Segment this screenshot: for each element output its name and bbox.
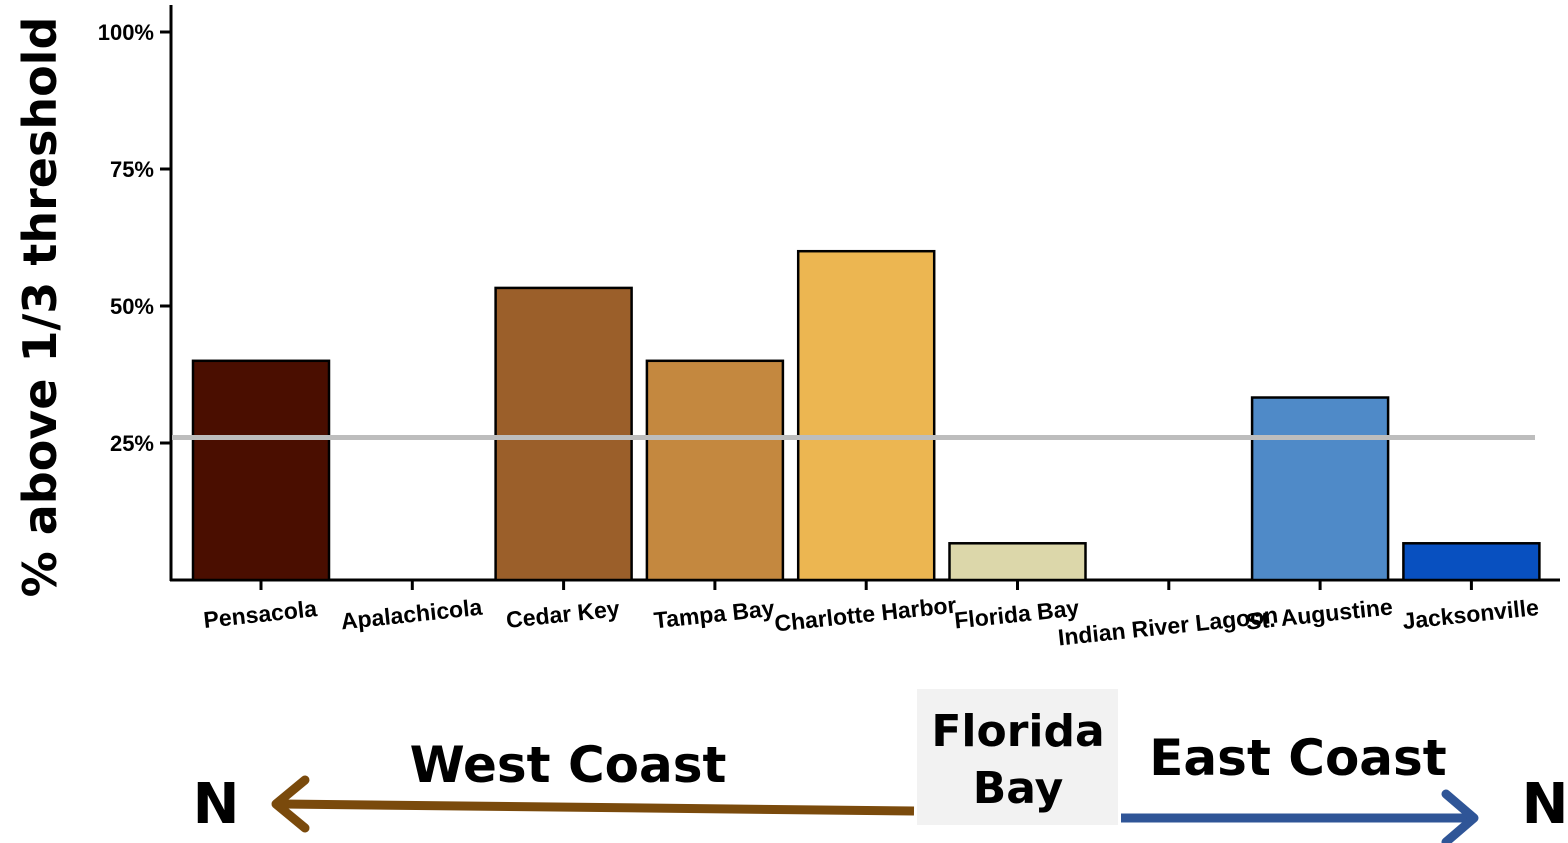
bar [191, 359, 331, 582]
west-arrow-head [271, 775, 310, 833]
y-tick-label: 25% [110, 431, 154, 456]
x-tick-label: Apalachicola [340, 594, 484, 635]
north-left-label: N [193, 772, 240, 837]
x-tick-label: Jacksonville [1401, 594, 1540, 634]
x-tick-label: Cedar Key [505, 595, 621, 633]
bar [494, 286, 633, 582]
florida-bay-label-line1: Florida [931, 706, 1104, 757]
bar [1402, 542, 1541, 582]
plot-area: 25% 50% 75% 100% Pensacola Apalachicola Cedar … [98, 5, 1560, 651]
bar [645, 359, 785, 582]
x-tick-label: Tampa Bay [653, 595, 776, 634]
x-tick-label: St. Augustine [1245, 593, 1394, 634]
east-arrow-head [1441, 789, 1479, 843]
y-tick-label: 50% [110, 294, 154, 319]
x-tick-label: Charlotte Harbor [773, 592, 958, 637]
bar [796, 249, 936, 582]
y-axis-label: % above 1/3 threshold [13, 17, 67, 598]
x-tick-label: Pensacola [202, 595, 318, 633]
y-tick-label: 75% [110, 157, 154, 182]
west-coast-arrow [281, 799, 915, 816]
florida-bay-label-line2: Bay [973, 763, 1064, 814]
east-coast-label: East Coast [1149, 729, 1446, 787]
bar [948, 542, 1087, 582]
y-tick-label: 100% [98, 20, 154, 45]
florida-bay-box [917, 689, 1118, 825]
west-coast-label: West Coast [410, 736, 727, 794]
bar [1250, 396, 1390, 582]
north-right-label: N [1522, 772, 1568, 837]
